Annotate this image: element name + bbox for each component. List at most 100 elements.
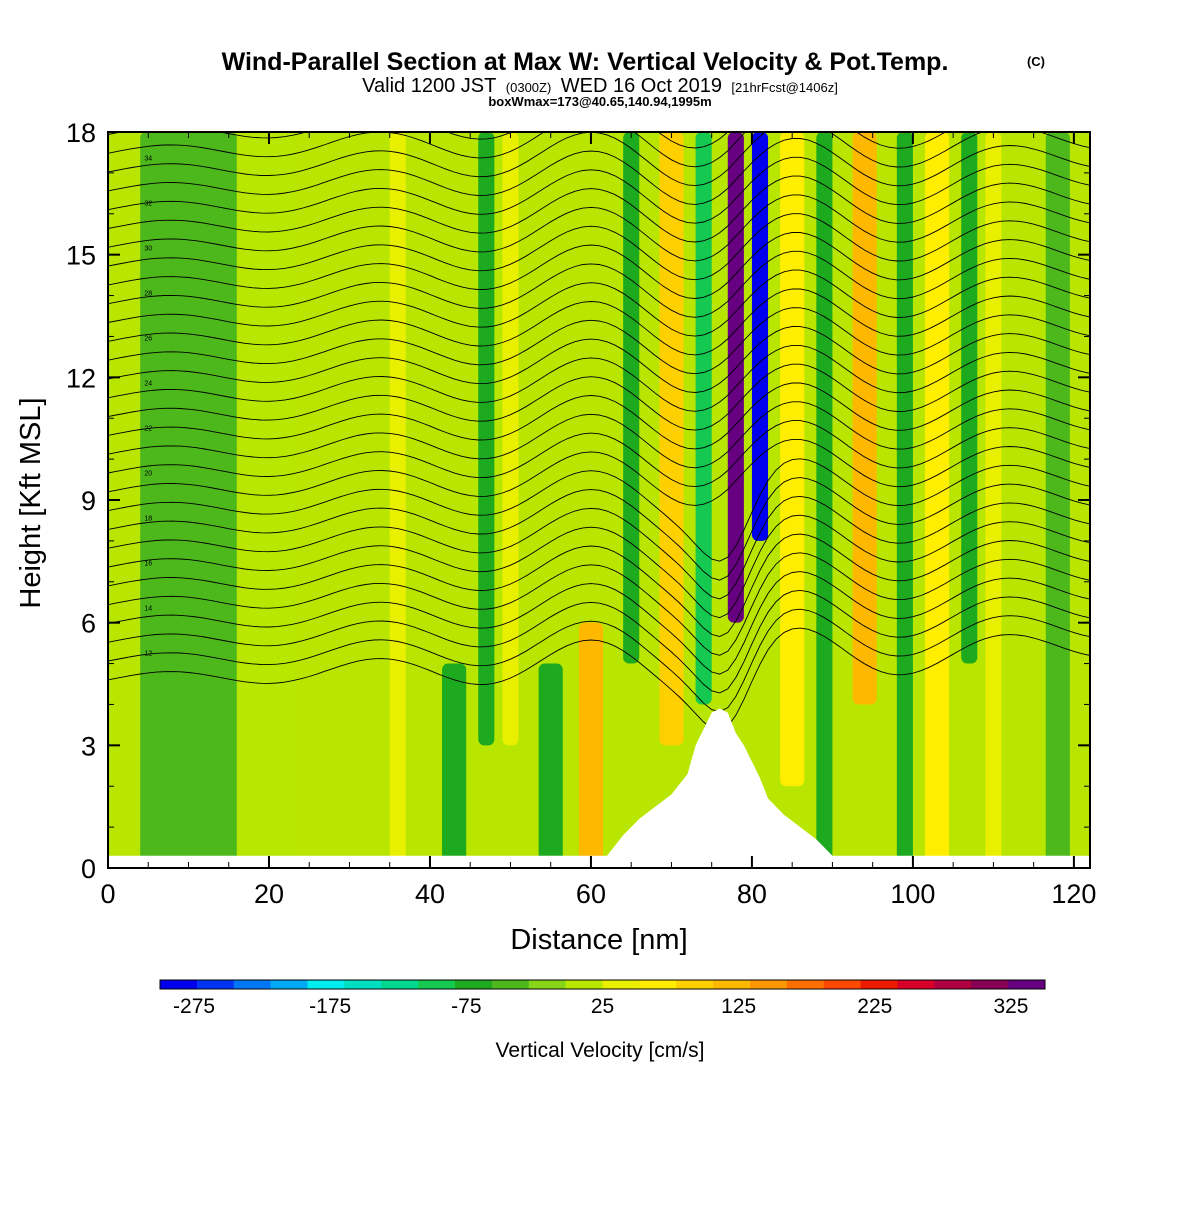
theta-contour-24: [108, 175, 1090, 243]
velocity-band-2: [389, 132, 406, 868]
x-axis-label: Distance [nm]: [510, 924, 687, 956]
colorbar-swatch-4: [307, 980, 345, 989]
velocity-band-3: [442, 663, 467, 868]
theta-contour-16: [108, 326, 1090, 393]
velocity-bands: [140, 132, 1070, 868]
colorbar-swatch-2: [233, 980, 272, 989]
velocity-band-20: [1045, 132, 1070, 868]
theta-contour-9: [108, 458, 1090, 562]
y-tick-label-15: 15: [66, 241, 96, 271]
y-tick-label-3: 3: [81, 731, 96, 761]
velocity-band-5: [502, 132, 519, 746]
colorbar-swatch-20: [897, 980, 935, 989]
theta-label-20: 20: [144, 470, 152, 477]
theta-label-32: 32: [144, 201, 152, 208]
colorbar-swatch-1: [196, 980, 235, 989]
plot-area: 34 32 30 28 26 24 22 20 18 16 14 12: [108, 132, 1090, 868]
y-axis-ticks: 0 3 6 9 12 15 18: [66, 118, 1090, 884]
theta-label-28: 28: [144, 291, 152, 298]
velocity-band-19: [985, 132, 1002, 868]
theta-contour-13: [108, 382, 1090, 450]
theta-contour-18: [108, 288, 1090, 356]
x-tick-label-120: 120: [1051, 879, 1096, 909]
theta-contour-19: [108, 269, 1090, 337]
theta-label-24: 24: [144, 381, 152, 388]
y-tick-label-12: 12: [66, 363, 96, 393]
velocity-band-14: [816, 132, 833, 868]
colorbar-label: Vertical Velocity [cm/s]: [496, 1039, 705, 1062]
x-axis-ticks: 0 20 40 60 80 100 120: [100, 132, 1096, 909]
velocity-band-12: [751, 132, 769, 541]
theta-contour-23: [108, 194, 1090, 262]
theta-contour-1: [108, 608, 1090, 713]
theta-contour-14: [108, 363, 1090, 431]
colorbar-swatch-11: [565, 980, 603, 989]
theta-contour-10: [108, 438, 1090, 506]
velocity-band-10: [695, 132, 712, 705]
theta-label-26: 26: [144, 336, 152, 343]
colorbar-tick-label-3: 25: [591, 995, 614, 1018]
colorbar-swatch-0: [160, 980, 198, 989]
colorbar-swatch-17: [786, 980, 825, 989]
x-tick-label-0: 0: [100, 879, 115, 909]
colorbar-swatch-18: [823, 980, 862, 989]
theta-contour-15: [108, 344, 1090, 412]
colorbar-swatch-10: [528, 980, 567, 989]
colorbar-tick-label-6: 325: [993, 995, 1028, 1018]
colorbar-tick-label-1: -175: [309, 995, 351, 1018]
theta-contours: 34 32 30 28 26 24 22 20 18 16 14 12: [108, 132, 1090, 731]
colorbar-tick-label-2: -75: [451, 995, 481, 1018]
theta-contour-21: [108, 232, 1090, 299]
theta-label-12: 12: [144, 650, 152, 657]
velocity-band-15: [852, 132, 877, 705]
theta-contour-29: [108, 132, 729, 149]
colorbar-swatch-19: [860, 980, 898, 989]
subtitle-date: WED 16 Oct 2019: [561, 75, 722, 97]
theta-label-14: 14: [144, 605, 152, 612]
velocity-band-8: [623, 132, 640, 664]
x-tick-label-60: 60: [576, 879, 606, 909]
velocity-band-16: [896, 132, 913, 868]
chart-subtitle: Valid 1200 JST (0300Z) WED 16 Oct 2019 […: [362, 75, 838, 97]
colorbar-swatch-8: [455, 980, 493, 989]
colorbar-tick-label-4: 125: [721, 995, 756, 1018]
theta-contour-5: [108, 533, 1090, 637]
theta-contour-3: [108, 571, 1090, 675]
y-tick-label-0: 0: [81, 854, 96, 884]
chart-subtitle-box: boxWmax=173@40.65,140.94,1995m: [488, 94, 711, 109]
velocity-band-1: [244, 132, 294, 868]
theta-label-34: 34: [144, 156, 152, 163]
colorbar-swatch-16: [750, 980, 788, 989]
x-tick-label-100: 100: [890, 879, 935, 909]
theta-contour-12: [108, 401, 1090, 469]
velocity-band-9: [659, 132, 684, 746]
theta-contour-6: [108, 514, 1090, 619]
theta-contour-11: [108, 420, 1090, 488]
theta-label-30: 30: [144, 246, 152, 253]
colorbar-swatch-12: [602, 980, 640, 989]
velocity-band-4: [478, 132, 495, 746]
y-tick-label-6: 6: [81, 609, 96, 639]
theta-label-18: 18: [144, 515, 152, 522]
velocity-band-6: [538, 663, 563, 868]
theta-contour-17: [108, 307, 1090, 375]
theta-contour-0: [108, 627, 1090, 731]
theta-contour-8: [108, 477, 1090, 581]
theta-contour-25: [108, 156, 1090, 224]
theta-label-16: 16: [144, 560, 152, 567]
velocity-band-13: [780, 132, 805, 787]
colorbar-swatch-15: [713, 980, 751, 989]
colorbar-swatch-23: [1008, 980, 1046, 989]
y-tick-label-9: 9: [81, 486, 96, 516]
velocity-band-17: [924, 132, 950, 868]
velocity-band-11: [727, 132, 744, 623]
colorbar-swatch-7: [418, 980, 456, 989]
subtitle-utc: (0300Z): [506, 80, 552, 95]
x-tick-label-40: 40: [415, 879, 445, 909]
theta-contour-26: [108, 138, 1090, 205]
colorbar-tick-label-0: -275: [173, 995, 215, 1018]
velocity-band-7: [578, 622, 604, 868]
colorbar-swatch-13: [639, 980, 677, 989]
theta-contour-20: [108, 250, 1090, 318]
